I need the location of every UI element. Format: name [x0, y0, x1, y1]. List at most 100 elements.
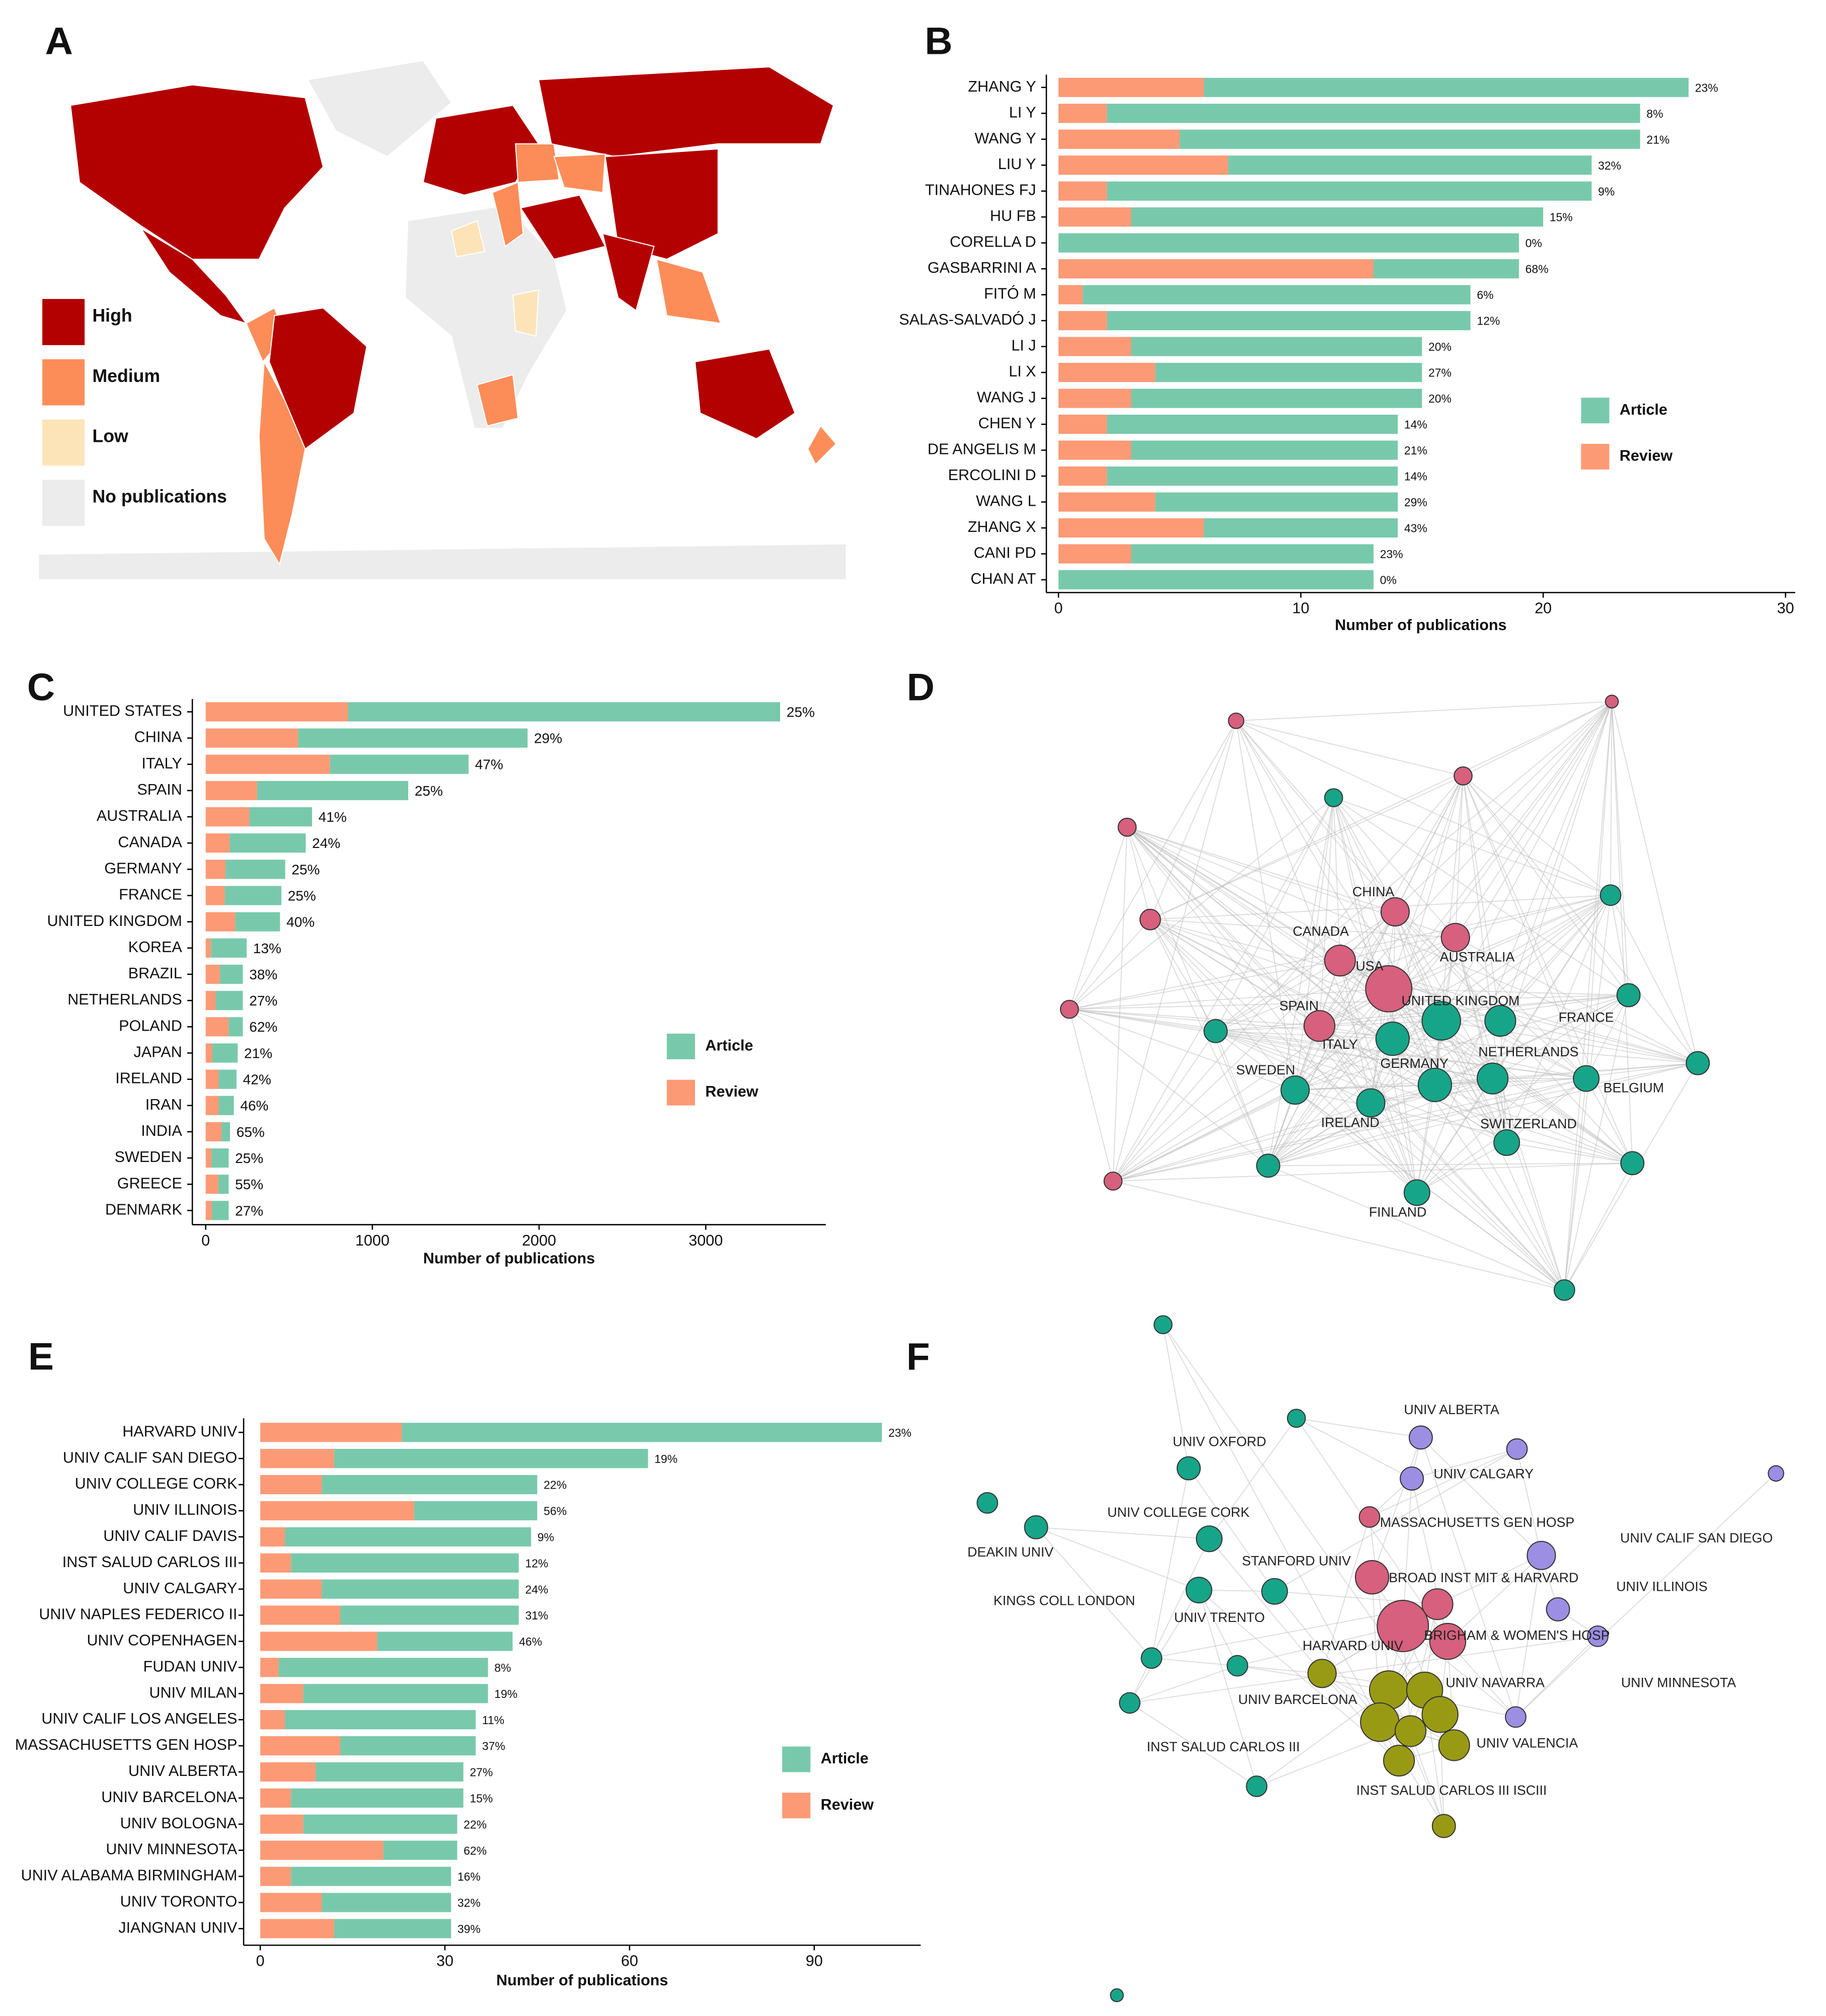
y-tick-label: IRAN	[145, 1096, 182, 1113]
node-label: UNIV COLLEGE CORK	[1107, 1505, 1250, 1520]
node	[1103, 1172, 1123, 1191]
edge	[1333, 797, 1611, 896]
percent-label: 23%	[1695, 81, 1718, 94]
bar-segment	[260, 1501, 414, 1521]
edge	[1411, 1448, 1517, 1479]
percent-label: 21%	[244, 1045, 272, 1061]
edge	[1463, 776, 1698, 1064]
percent-label: 27%	[470, 1766, 493, 1779]
edge	[1610, 895, 1699, 1063]
bar-segment	[205, 860, 226, 879]
edge	[1441, 895, 1611, 1022]
y-tick-label: ZHANG X	[968, 518, 1036, 535]
edge	[1112, 721, 1237, 1182]
edge	[1113, 895, 1611, 1182]
percent-label: 0%	[1526, 237, 1542, 250]
edge	[1340, 894, 1611, 961]
percent-label: 40%	[286, 914, 315, 930]
node	[1620, 1151, 1645, 1176]
bar-segment	[1155, 492, 1398, 512]
y-tick-label: DE ANGELIS M	[928, 441, 1036, 458]
edge	[1268, 1162, 1633, 1167]
bar-segment	[211, 1148, 229, 1168]
bar-segment	[260, 1553, 291, 1573]
percent-label: 19%	[494, 1687, 517, 1700]
node	[1431, 1814, 1456, 1838]
node	[1429, 1622, 1467, 1660]
panel-letter: A	[45, 20, 73, 62]
edge	[1333, 798, 1341, 961]
edge	[1333, 797, 1493, 1079]
bar-segment	[340, 1736, 476, 1756]
edge	[1416, 1084, 1435, 1193]
y-tick-label: BRAZIL	[128, 965, 182, 982]
percent-label: 16%	[458, 1870, 481, 1883]
edge	[1268, 1102, 1372, 1167]
bar-segment	[1131, 337, 1422, 356]
node-label: NETHERLANDS	[1478, 1044, 1578, 1059]
edge	[1500, 1020, 1698, 1064]
bar-segment	[260, 1527, 285, 1547]
node	[1438, 1729, 1470, 1761]
node	[1400, 1466, 1424, 1491]
bar-segment	[218, 1096, 234, 1115]
edge	[1515, 1473, 1777, 1718]
percent-label: 23%	[888, 1426, 911, 1439]
edge	[1113, 1062, 1698, 1182]
percent-label: 23%	[1380, 548, 1403, 561]
legend-label: Review	[705, 1083, 758, 1100]
edge	[1455, 937, 1565, 1290]
bar-segment	[330, 754, 469, 774]
bar-segment	[1058, 570, 1374, 590]
legend-swatch	[666, 1033, 695, 1059]
edge	[1463, 701, 1612, 777]
edge	[1236, 720, 1501, 1022]
node-label: FRANCE	[1559, 1010, 1614, 1025]
edge	[1069, 1009, 1269, 1167]
bar-segment	[1107, 414, 1398, 434]
percent-label: 31%	[525, 1609, 548, 1622]
legend-label: Article	[821, 1750, 869, 1767]
edge	[1126, 827, 1393, 1039]
y-tick-label: ERCOLINI D	[948, 467, 1036, 484]
bar-segment	[291, 1553, 519, 1573]
edge	[1150, 919, 1456, 938]
bar-segment	[1058, 389, 1131, 408]
percent-label: 65%	[237, 1124, 265, 1140]
edge	[1036, 1526, 1209, 1539]
y-tick-label: LI X	[1009, 363, 1036, 380]
percent-label: 15%	[1550, 211, 1573, 224]
bar-segment	[1203, 518, 1398, 538]
edge	[1215, 797, 1334, 1032]
edge	[1151, 1538, 1210, 1659]
edge	[1585, 1078, 1633, 1164]
bar-segment	[1203, 77, 1689, 97]
edge	[1416, 1142, 1507, 1193]
bar-segment	[291, 1867, 451, 1886]
bar-segment	[1058, 181, 1107, 201]
map-region	[38, 543, 847, 581]
bar-segment	[1058, 207, 1131, 227]
percent-label: 15%	[470, 1792, 493, 1805]
edge	[1126, 827, 1269, 1166]
y-tick-label: UNIV ILLINOIS	[133, 1501, 237, 1518]
edge	[1492, 994, 1629, 1079]
bar-segment	[211, 938, 247, 958]
edge	[1369, 1448, 1517, 1518]
bar-segment	[322, 1475, 538, 1495]
bar-segment	[1107, 104, 1640, 123]
node-label: UNIV CALGARY	[1433, 1466, 1534, 1481]
edge	[1416, 994, 1629, 1193]
y-tick-label: HARVARD UNIV	[122, 1423, 238, 1440]
map-region	[553, 153, 606, 193]
y-tick-label: TINAHONES FJ	[925, 182, 1036, 199]
edge	[1388, 1690, 1444, 1826]
x-axis-title: Number of publications	[423, 1250, 595, 1267]
node	[1403, 1179, 1430, 1206]
percent-label: 62%	[249, 1019, 277, 1035]
edge	[1151, 1468, 1189, 1658]
edge	[1126, 827, 1320, 1027]
node	[1324, 945, 1356, 977]
edge	[1112, 797, 1334, 1182]
bar-segment	[1131, 389, 1422, 408]
